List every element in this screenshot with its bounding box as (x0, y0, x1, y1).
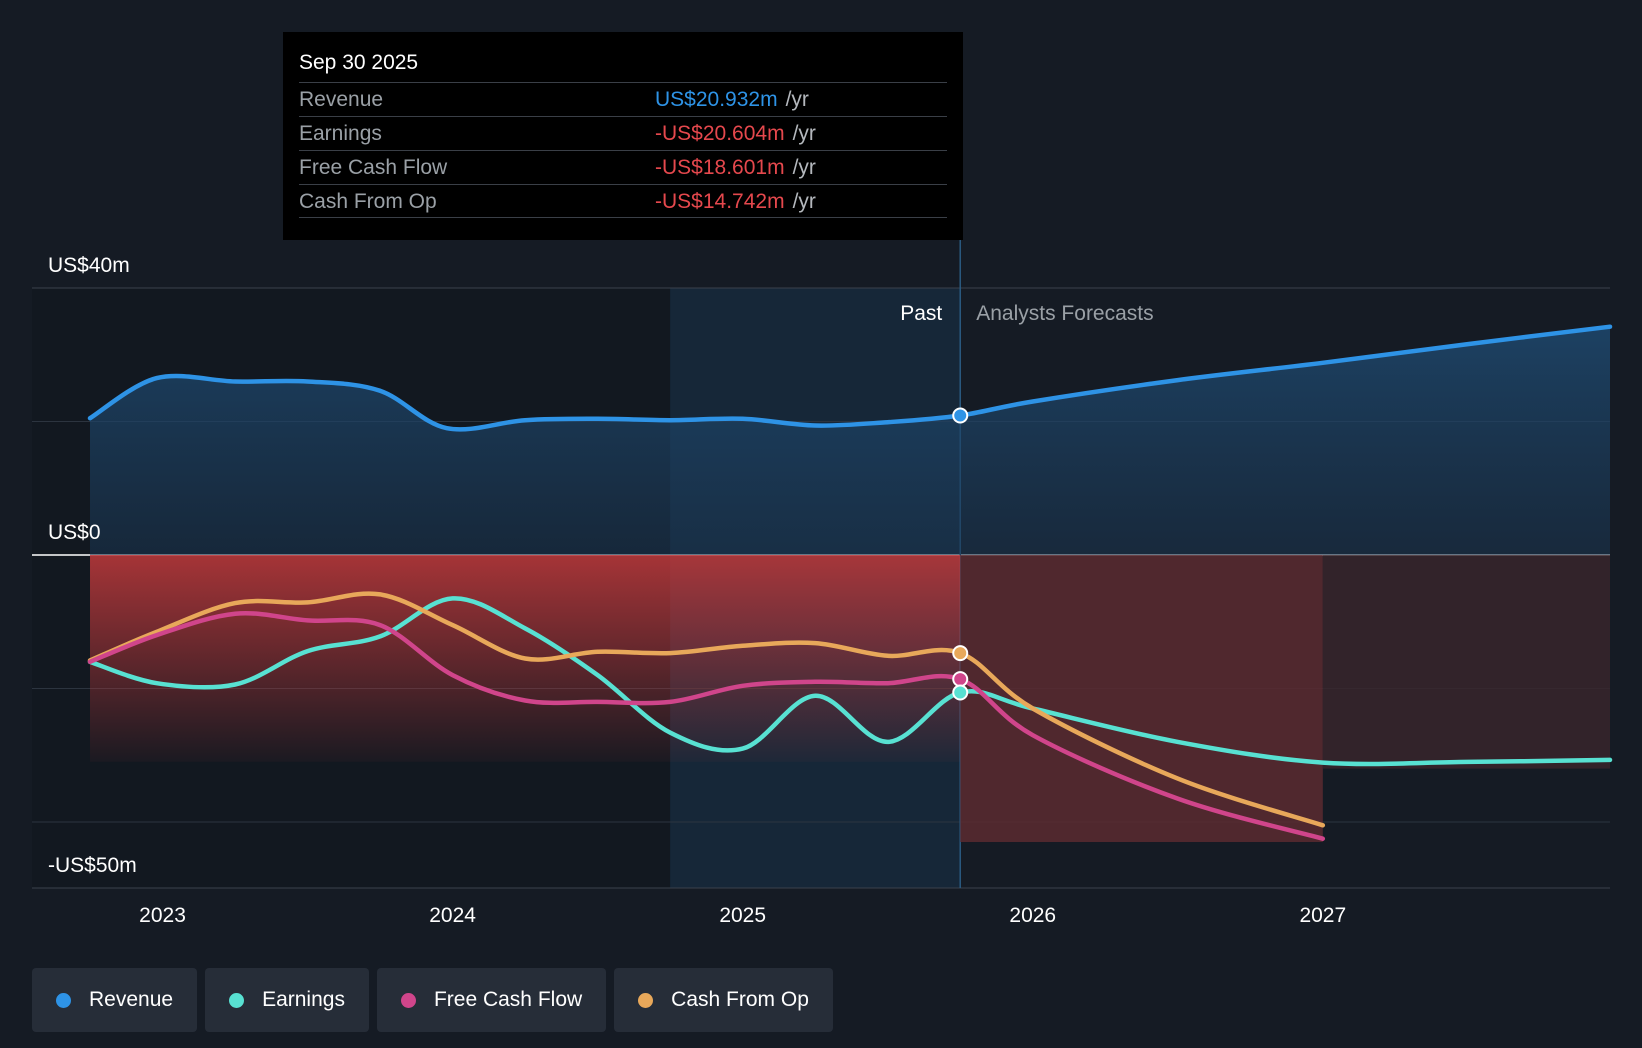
tooltip-value: -US$18.601m (655, 156, 785, 179)
tooltip-row-revenue: Revenue US$20.932m /yr (299, 82, 947, 116)
y-axis-label-zero: US$0 (48, 521, 101, 544)
x-tick-label: 2027 (1299, 904, 1346, 927)
past-label: Past (900, 302, 942, 325)
x-tick-label: 2024 (429, 904, 476, 927)
legend-label: Cash From Op (671, 988, 809, 1011)
legend-item-revenue[interactable]: Revenue (32, 968, 198, 1032)
tooltip-value: US$20.932m (655, 88, 778, 111)
earnings-line (87, 596, 1613, 767)
tooltip-value: -US$20.604m (655, 122, 785, 145)
cash-from-op-dot-icon (638, 992, 654, 1008)
revenue-area (90, 326, 1610, 555)
legend-item-cash-from-op[interactable]: Cash From Op (614, 968, 833, 1032)
legend-label: Earnings (262, 988, 345, 1011)
tooltip-unit: /yr (792, 122, 816, 145)
cash-from-op-marker (952, 645, 969, 662)
legend-label: Free Cash Flow (433, 988, 583, 1011)
y-axis-label-top: US$40m (48, 254, 130, 277)
legend-item-earnings[interactable]: Earnings (205, 968, 369, 1032)
tooltip-date: Sep 30 2025 (299, 51, 419, 74)
legend: Revenue Earnings Free Cash Flow Cash Fro… (32, 968, 833, 1032)
revenue-dot-icon (56, 992, 71, 1008)
legend-label: Revenue (89, 988, 174, 1011)
tooltip: Sep 30 2025 Revenue US$20.932m /yr Earni… (283, 32, 963, 240)
free-cash-flow-line (87, 610, 1326, 841)
revenue-line (87, 324, 1613, 432)
legend-item-free-cash-flow[interactable]: Free Cash Flow (376, 968, 607, 1032)
earnings-marker (952, 684, 969, 701)
forecast-label: Analysts Forecasts (976, 302, 1153, 325)
y-axis-label-bottom: -US$50m (48, 854, 137, 877)
tooltip-unit: /yr (792, 190, 816, 213)
free-cash-flow-dot-icon (400, 992, 416, 1008)
x-tick-label: 2023 (139, 904, 186, 927)
revenue-marker (952, 407, 969, 424)
tooltip-row-earnings: Earnings -US$20.604m /yr (299, 116, 947, 150)
free-cash-flow-marker (952, 671, 969, 688)
tooltip-row-cash-from-op: Cash From Op -US$14.742m /yr (299, 184, 947, 218)
tooltip-label: Revenue (299, 88, 384, 111)
negative-area-forecast-tail (1322, 555, 1610, 769)
tooltip-unit: /yr (792, 156, 816, 179)
tooltip-unit: /yr (785, 88, 809, 111)
tooltip-label: Cash From Op (299, 190, 437, 213)
x-tick-label: 2025 (719, 904, 766, 927)
tooltip-label: Free Cash Flow (299, 156, 448, 179)
cash-from-op-line (87, 591, 1326, 828)
tooltip-value: -US$14.742m (655, 190, 785, 213)
tooltip-row-free-cash-flow: Free Cash Flow -US$18.601m /yr (299, 150, 947, 184)
tooltip-label: Earnings (299, 122, 382, 145)
x-tick-label: 2026 (1009, 904, 1056, 927)
earnings-dot-icon (229, 992, 245, 1008)
